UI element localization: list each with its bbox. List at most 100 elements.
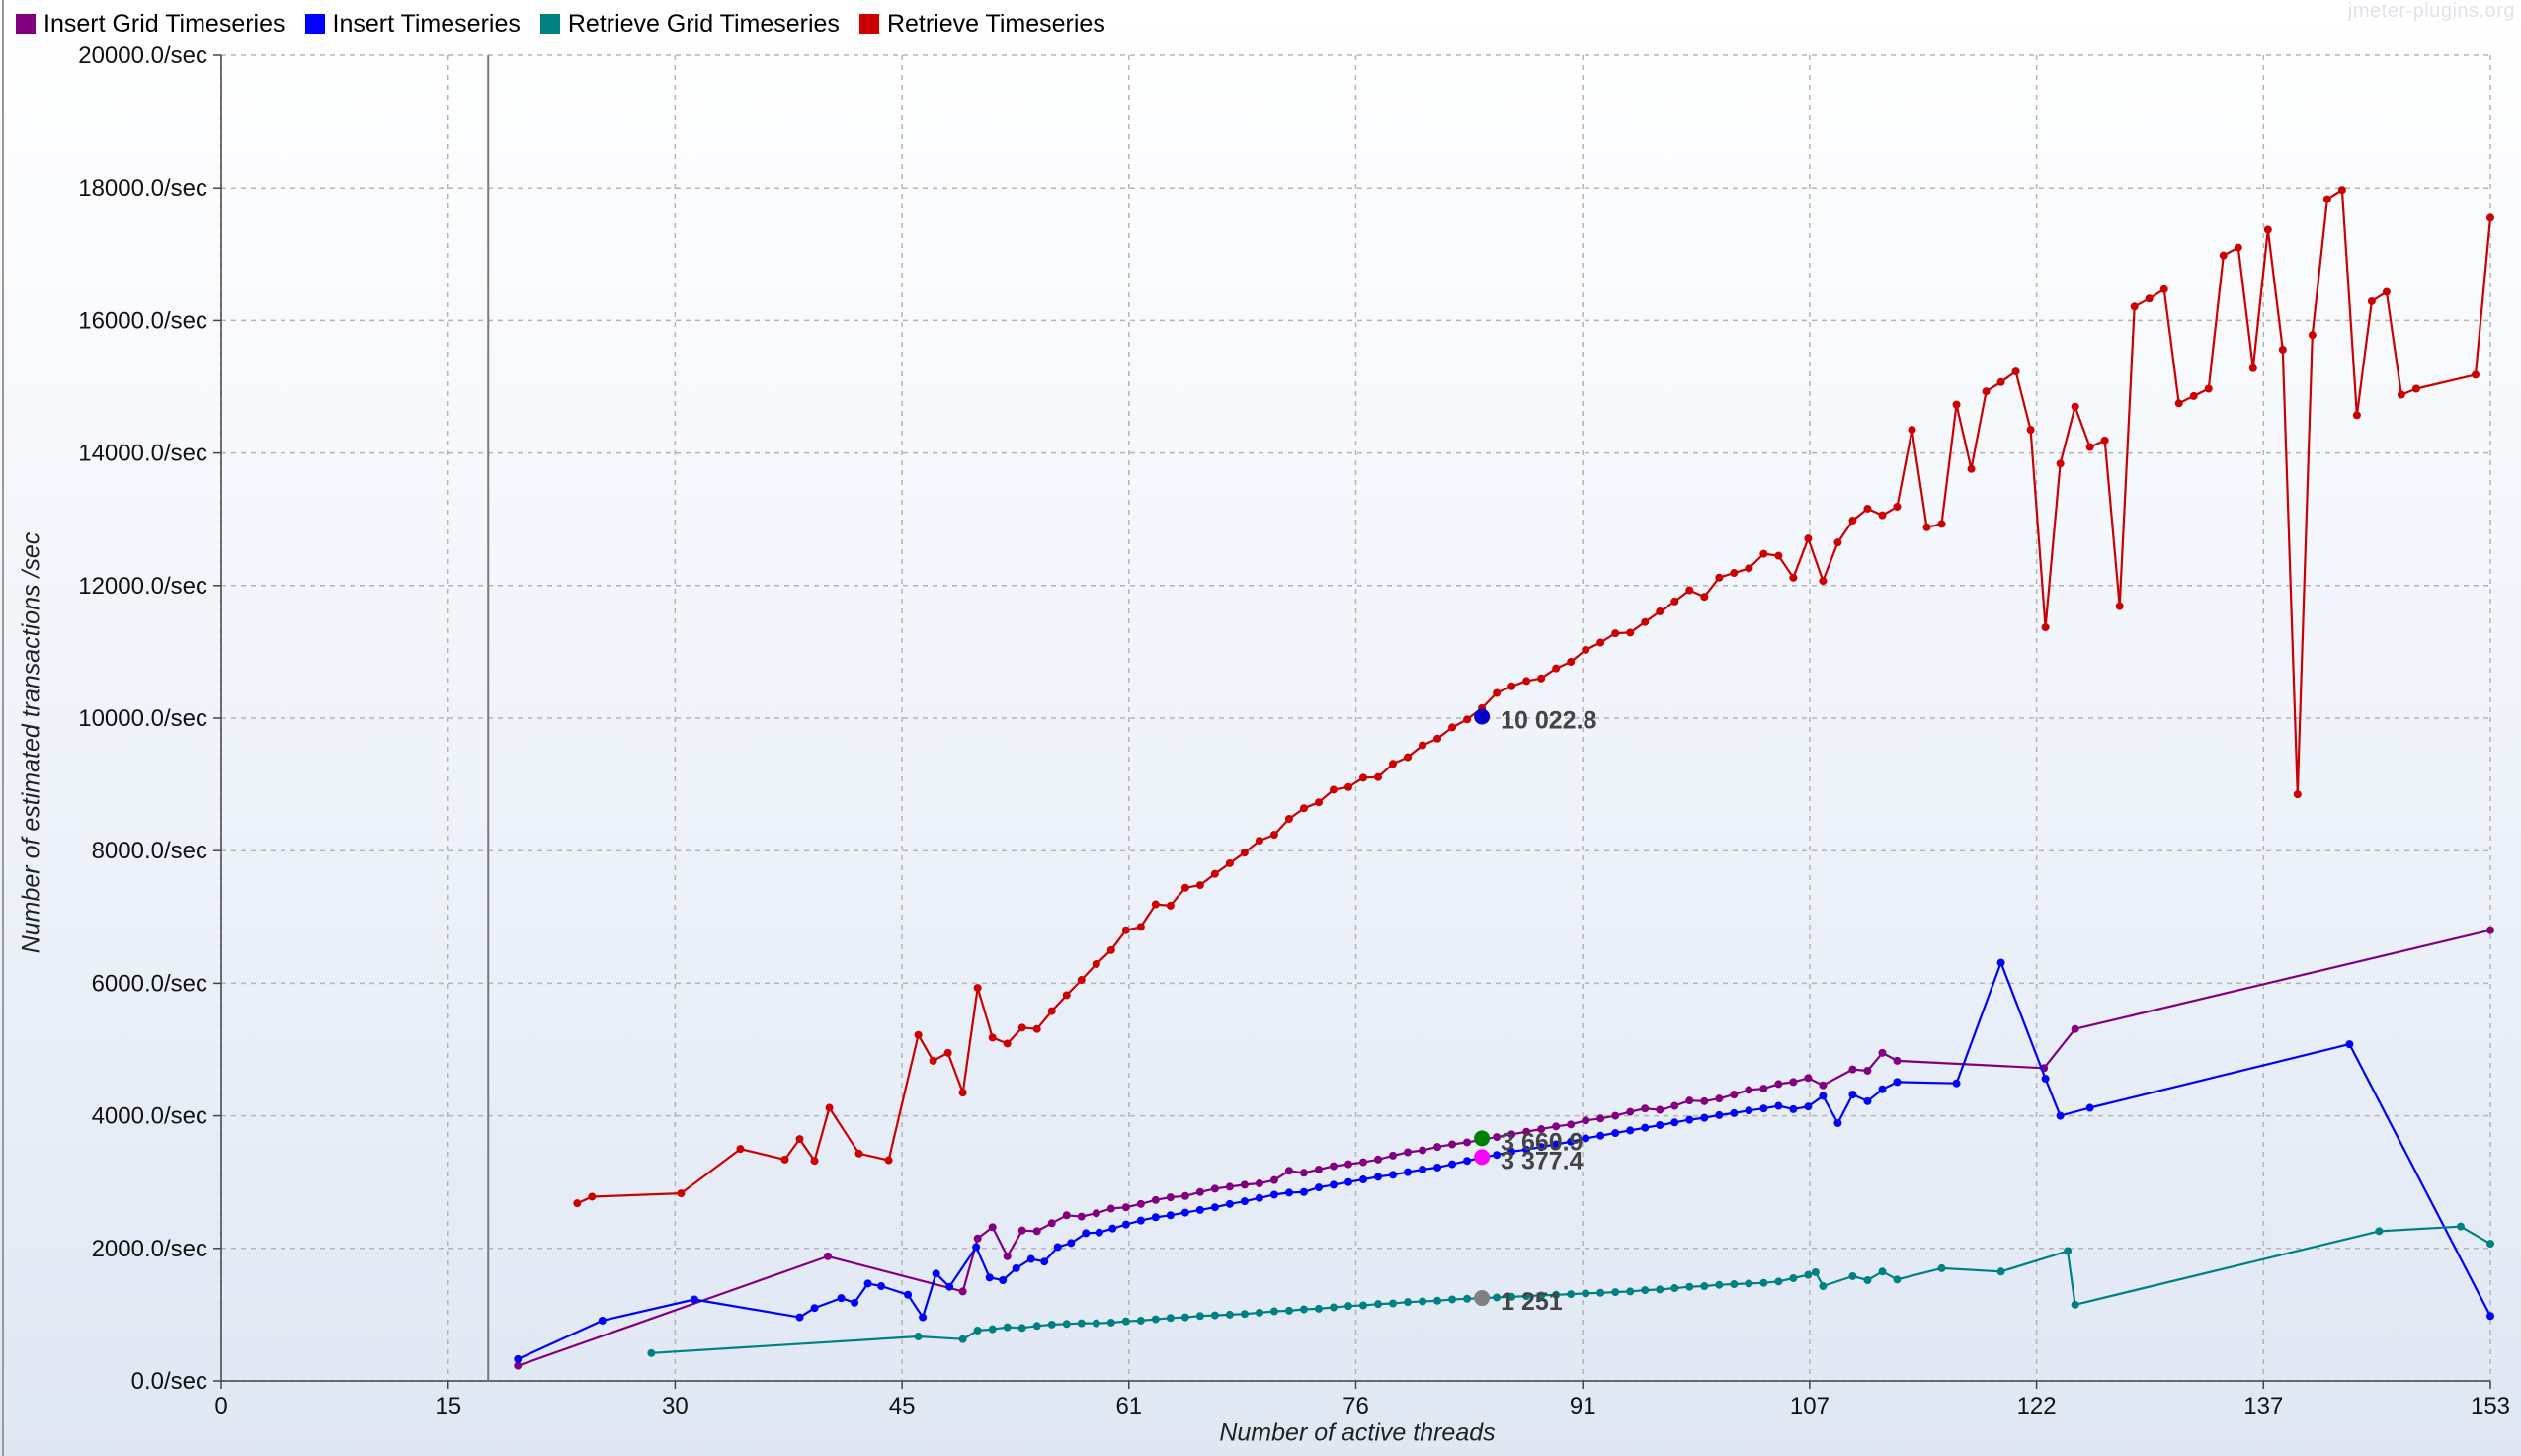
data-point [1656, 1120, 1665, 1129]
data-point [1641, 617, 1650, 626]
x-tick-label: 91 [1570, 1393, 1596, 1419]
data-point [1269, 831, 1278, 840]
data-point [1151, 1315, 1160, 1324]
data-point [1893, 1056, 1902, 1065]
data-point [1804, 534, 1813, 543]
data-point [1240, 1310, 1249, 1319]
highlight-marker [1474, 1149, 1491, 1166]
data-point [2397, 390, 2405, 399]
data-point [1641, 1123, 1650, 1132]
series-line [576, 189, 2492, 1205]
data-point [1819, 1092, 1828, 1100]
data-point [1745, 1086, 1753, 1094]
y-tick-label: 14000.0/sec [78, 441, 207, 467]
data-point [1537, 674, 1546, 683]
data-point [2026, 426, 2035, 435]
data-point [837, 1294, 846, 1303]
data-point [1166, 901, 1175, 910]
data-point [919, 1313, 928, 1322]
data-point [2041, 623, 2050, 632]
data-point [1389, 1299, 1398, 1308]
data-point [1567, 1120, 1576, 1129]
data-point [1493, 1293, 1502, 1302]
legend-item-retrieve-grid-timeseries[interactable]: Retrieve Grid Timeseries [539, 10, 840, 39]
data-point [2145, 294, 2154, 303]
data-point [1225, 1182, 1234, 1191]
data-point [2471, 370, 2480, 379]
data-point [1180, 883, 1189, 892]
data-point [2486, 1312, 2494, 1321]
data-point [1210, 1311, 1219, 1320]
data-point [1053, 1243, 1062, 1252]
data-point [514, 1354, 523, 1363]
data-point [1493, 688, 1502, 697]
highlight-marker [1474, 1290, 1491, 1307]
data-point [988, 1223, 997, 1232]
legend-item-insert-grid-timeseries[interactable]: Insert Grid Timeseries [16, 10, 285, 39]
data-point [2322, 195, 2331, 203]
data-point [1419, 1297, 1427, 1306]
x-axis-title: Number of active threads [1219, 1418, 1496, 1447]
y-tick-label: 0.0/sec [131, 1368, 207, 1395]
data-point [2367, 296, 2376, 305]
data-point [1833, 538, 1842, 547]
data-point [1463, 1157, 1472, 1166]
data-point [1210, 1184, 1219, 1193]
data-point [1448, 1295, 1457, 1304]
data-point [2085, 443, 2094, 451]
data-point [2064, 1247, 2073, 1255]
data-point [1448, 723, 1457, 732]
data-point [1685, 1282, 1694, 1291]
data-point [1996, 1267, 2005, 1276]
data-point [1582, 1289, 1590, 1298]
highlight-value-label: 3 660.9 [1501, 1128, 1583, 1156]
data-point [1552, 664, 1561, 673]
data-point [1195, 1312, 1204, 1321]
data-point [1759, 549, 1768, 558]
data-point [1789, 1273, 1798, 1282]
data-point [1255, 1179, 1263, 1188]
y-tick-label: 2000.0/sec [92, 1236, 207, 1262]
data-point [2486, 1240, 2494, 1249]
data-point [1463, 1138, 1472, 1147]
data-point [1596, 1114, 1605, 1123]
data-point [1715, 1110, 1724, 1119]
legend-item-insert-timeseries[interactable]: Insert Timeseries [304, 10, 521, 39]
data-point [2174, 399, 2183, 408]
data-point [1789, 573, 1798, 582]
data-point [1106, 1318, 1115, 1327]
data-point [1522, 1292, 1531, 1301]
data-point [2189, 391, 2198, 400]
data-point [1730, 1091, 1739, 1099]
y-tick-label: 12000.0/sec [78, 573, 207, 600]
data-point [1715, 1280, 1724, 1289]
data-point [1404, 1298, 1413, 1307]
legend-item-retrieve-timeseries[interactable]: Retrieve Timeseries [858, 9, 1105, 39]
data-point [1092, 1319, 1100, 1328]
data-point [1819, 1081, 1828, 1090]
data-point [1062, 1320, 1071, 1329]
x-tick-label: 61 [1115, 1393, 1142, 1419]
data-point [2115, 602, 2124, 610]
data-point [1596, 638, 1605, 647]
x-tick-label: 107 [1790, 1393, 1830, 1419]
data-point [1552, 1140, 1561, 1149]
data-point [1685, 1115, 1694, 1124]
data-point [1299, 804, 1308, 813]
data-point [1269, 1175, 1278, 1184]
data-point [1180, 1208, 1189, 1217]
data-point [1774, 551, 1783, 560]
y-axis-title: Number of estimated transactions /sec [17, 531, 45, 954]
legend-label: Retrieve Timeseries [886, 9, 1105, 38]
data-point [1151, 900, 1160, 909]
data-point [1567, 1290, 1576, 1299]
data-point [2375, 1227, 2384, 1236]
data-point [1774, 1277, 1783, 1286]
x-tick-label: 30 [662, 1393, 689, 1419]
data-point [958, 1287, 967, 1296]
data-point [1611, 1288, 1620, 1297]
data-point [1552, 1122, 1561, 1131]
data-point [1537, 1143, 1546, 1152]
data-point [1656, 607, 1665, 615]
